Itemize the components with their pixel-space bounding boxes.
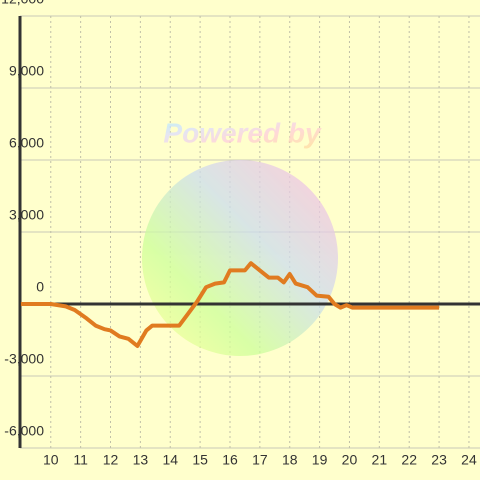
x-tick-label: 17: [252, 452, 268, 468]
x-tick-label: 15: [192, 452, 208, 468]
x-tick-label: 19: [312, 452, 328, 468]
watermark-text: Powered by: [163, 117, 322, 148]
x-tick-label: 20: [342, 452, 358, 468]
x-tick-label: 14: [162, 452, 178, 468]
x-tick-label: 23: [431, 452, 447, 468]
series-line: [20, 261, 440, 348]
x-tick-label: 24: [461, 452, 477, 468]
y-tick-label: 12,000: [1, 0, 44, 7]
y-tick-label: 6,000: [9, 135, 44, 151]
x-tick-label: 10: [43, 452, 59, 468]
y-tick-label: -6,000: [4, 423, 44, 439]
x-tick-label: 21: [372, 452, 388, 468]
x-tick-label: 13: [133, 452, 149, 468]
y-tick-label: 3,000: [9, 207, 44, 223]
x-tick-label: 18: [282, 452, 298, 468]
y-tick-label: 9,000: [9, 63, 44, 79]
y-tick-label: -3,000: [4, 351, 44, 367]
x-tick-label: 12: [103, 452, 119, 468]
x-tick-label: 22: [401, 452, 417, 468]
x-tick-label: 11: [73, 452, 88, 468]
y-tick-label: 0: [36, 279, 44, 295]
x-tick-label: 16: [222, 452, 238, 468]
plot: -6,000 -3,000 0 3,000 6,000 9,000 12,000 10 11 12…: [1, 0, 480, 468]
